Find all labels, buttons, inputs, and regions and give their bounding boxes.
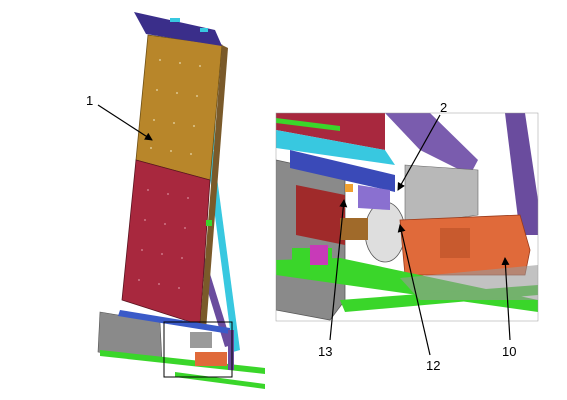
callout-12: 12 <box>426 358 440 373</box>
leader-12 <box>397 224 431 356</box>
base-green-rails <box>100 350 265 374</box>
top-cap-cyan-left <box>170 18 180 22</box>
detail-orange-accent <box>345 184 353 192</box>
leader-13 <box>329 199 348 341</box>
detail-teal-rail <box>276 130 395 165</box>
top-cap-cyan-right <box>200 28 208 32</box>
detail-purple-block <box>385 113 478 175</box>
leader-1 <box>97 104 153 141</box>
detail-pulley <box>364 201 406 263</box>
side-green-bracket <box>206 220 212 226</box>
detail-view <box>275 112 539 322</box>
panel-edge <box>200 45 228 330</box>
detail-purple-frame <box>505 113 538 235</box>
detail-purple-bracket <box>358 185 390 210</box>
base-orange-motor <box>195 352 227 366</box>
panel-lower-red <box>121 159 211 326</box>
detail-grey-box <box>404 164 479 226</box>
detail-grey-slope <box>400 265 538 300</box>
panel-upper-mustard <box>135 34 223 181</box>
leader-2 <box>397 114 441 191</box>
callout-10: 10 <box>502 344 516 359</box>
detail-brown-mount <box>340 218 368 240</box>
detail-green-strip <box>276 118 340 131</box>
panel-holes <box>150 59 201 155</box>
detail-red-block <box>296 185 345 245</box>
leader-10 <box>501 257 511 341</box>
detail-frame <box>275 112 539 322</box>
base-grey-block <box>190 332 212 348</box>
leader-lines <box>97 104 511 356</box>
detail-motor-flange <box>440 228 470 258</box>
panel-holes-red <box>138 189 189 289</box>
base-purple-leg <box>228 330 234 370</box>
callout-1: 1 <box>86 93 93 108</box>
detail-region-box <box>163 321 233 378</box>
top-cap <box>134 12 222 46</box>
callout-13: 13 <box>318 344 332 359</box>
full-machine-view <box>97 12 265 389</box>
callout-2: 2 <box>440 100 447 115</box>
detail-blue-beam <box>290 150 395 192</box>
detail-magenta-part <box>310 245 328 265</box>
base-green-rails-2 <box>175 372 265 389</box>
